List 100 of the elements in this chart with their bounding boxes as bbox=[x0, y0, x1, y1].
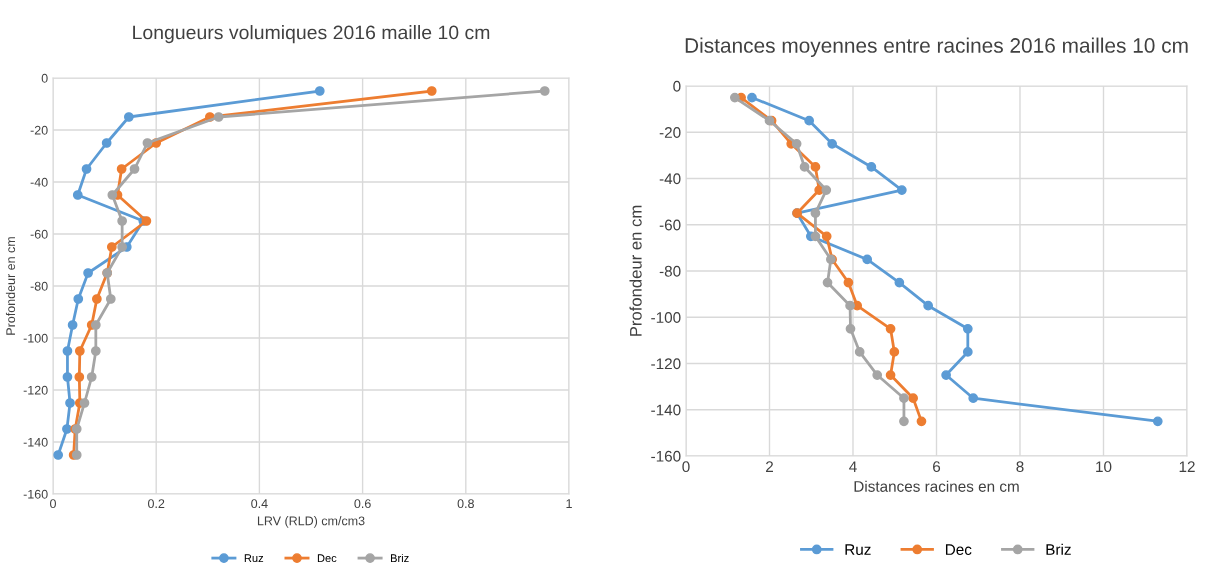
point bbox=[866, 162, 877, 172]
point bbox=[894, 277, 905, 288]
y-tick-label: 0 bbox=[41, 73, 48, 83]
x-tick-label: 8 bbox=[1016, 461, 1024, 473]
point bbox=[962, 347, 973, 357]
point bbox=[79, 398, 90, 408]
point bbox=[821, 231, 832, 242]
point bbox=[862, 254, 873, 265]
point bbox=[539, 86, 550, 96]
y-tick-label: -60 bbox=[659, 219, 681, 231]
point bbox=[923, 300, 934, 311]
point bbox=[67, 320, 78, 330]
point bbox=[142, 138, 153, 148]
legend-label: Dec bbox=[317, 554, 337, 563]
point bbox=[116, 164, 127, 174]
x-tick-label: 12 bbox=[1179, 461, 1195, 472]
x-tick-label: 0.6 bbox=[354, 499, 371, 509]
point bbox=[941, 370, 951, 380]
point bbox=[899, 416, 909, 427]
point bbox=[107, 190, 118, 200]
y-tick-label: -120 bbox=[23, 385, 48, 395]
point bbox=[74, 372, 85, 382]
point bbox=[843, 277, 854, 288]
point bbox=[117, 242, 128, 252]
point bbox=[105, 294, 116, 304]
y-tick-label: -120 bbox=[651, 358, 681, 370]
point bbox=[899, 393, 909, 404]
point bbox=[83, 268, 93, 278]
point bbox=[889, 347, 900, 357]
y-tick-label: -100 bbox=[23, 333, 48, 343]
y-tick-label: -160 bbox=[23, 489, 48, 499]
point bbox=[799, 162, 810, 172]
legend-label: Briz bbox=[1046, 543, 1071, 555]
x-tick-label: 4 bbox=[849, 461, 857, 472]
y-tick-label: -60 bbox=[30, 229, 48, 239]
x-tick-label: 0.8 bbox=[457, 499, 474, 509]
point bbox=[117, 216, 128, 226]
point bbox=[129, 164, 140, 174]
point bbox=[810, 208, 821, 219]
point bbox=[101, 138, 112, 148]
point bbox=[810, 162, 821, 172]
point bbox=[827, 138, 837, 149]
point bbox=[106, 242, 117, 252]
point bbox=[916, 416, 927, 427]
point bbox=[908, 393, 918, 404]
point bbox=[314, 86, 325, 96]
x-tick-label: 0.2 bbox=[148, 499, 165, 509]
point bbox=[90, 346, 101, 356]
point bbox=[968, 393, 979, 404]
chart-title: Longueurs volumiques 2016 maille 10 cm bbox=[133, 25, 490, 44]
point bbox=[91, 294, 102, 304]
point bbox=[854, 347, 865, 357]
y-tick-label: -40 bbox=[30, 177, 48, 187]
point bbox=[729, 92, 740, 103]
point bbox=[53, 450, 64, 460]
x-tick-label: 0.4 bbox=[251, 499, 268, 509]
point bbox=[90, 320, 101, 330]
point bbox=[747, 92, 757, 103]
point bbox=[845, 323, 856, 334]
legend-label: Ruz bbox=[244, 554, 264, 563]
y-tick-label: -160 bbox=[651, 450, 681, 462]
point bbox=[62, 424, 72, 434]
x-tick-label: 0 bbox=[50, 499, 56, 509]
x-tick-label: 6 bbox=[933, 461, 941, 473]
point bbox=[845, 300, 855, 311]
y-axis-title: Profondeur en cm bbox=[5, 237, 16, 335]
point bbox=[810, 231, 821, 242]
point bbox=[213, 112, 224, 122]
point bbox=[791, 138, 802, 149]
y-tick-label: 0 bbox=[673, 80, 681, 92]
point bbox=[123, 112, 134, 122]
point bbox=[821, 185, 832, 195]
point bbox=[896, 185, 907, 195]
point bbox=[73, 294, 84, 304]
point bbox=[65, 398, 75, 408]
point bbox=[62, 346, 73, 356]
point bbox=[72, 190, 83, 200]
point bbox=[62, 372, 73, 382]
point bbox=[822, 277, 833, 288]
legend-label: Briz bbox=[390, 553, 409, 562]
x-tick-label: 1 bbox=[566, 499, 572, 508]
point bbox=[1152, 416, 1163, 427]
chart-title: Distances moyennes entre racines 2016 mailles 10 cm bbox=[685, 37, 1188, 57]
y-tick-label: -140 bbox=[651, 404, 681, 416]
x-axis-title: LRV (RLD) cm/cm3 bbox=[257, 516, 365, 528]
point bbox=[872, 370, 883, 380]
x-tick-label: 10 bbox=[1096, 461, 1112, 473]
y-tick-label: -80 bbox=[659, 265, 681, 277]
point bbox=[74, 346, 85, 356]
point bbox=[426, 86, 437, 96]
x-axis-title: Distances racines en cm bbox=[854, 480, 1019, 492]
point bbox=[885, 370, 896, 380]
y-tick-label: -20 bbox=[30, 125, 48, 135]
point bbox=[81, 164, 92, 174]
point bbox=[86, 372, 97, 382]
y-tick-label: -100 bbox=[651, 312, 681, 323]
point bbox=[885, 323, 896, 334]
x-tick-label: 2 bbox=[766, 461, 773, 472]
y-tick-label: -40 bbox=[659, 173, 681, 185]
legend-label: Ruz bbox=[845, 544, 871, 555]
